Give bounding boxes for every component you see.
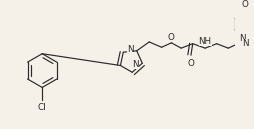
Text: N: N [126, 45, 133, 54]
Text: O: O [241, 0, 248, 9]
Text: Cl: Cl [38, 103, 46, 112]
Text: N: N [241, 39, 247, 48]
Text: O: O [187, 59, 194, 68]
Text: O: O [167, 33, 174, 42]
Text: N: N [238, 34, 244, 43]
Text: N: N [132, 61, 138, 70]
Text: NH: NH [198, 37, 211, 46]
